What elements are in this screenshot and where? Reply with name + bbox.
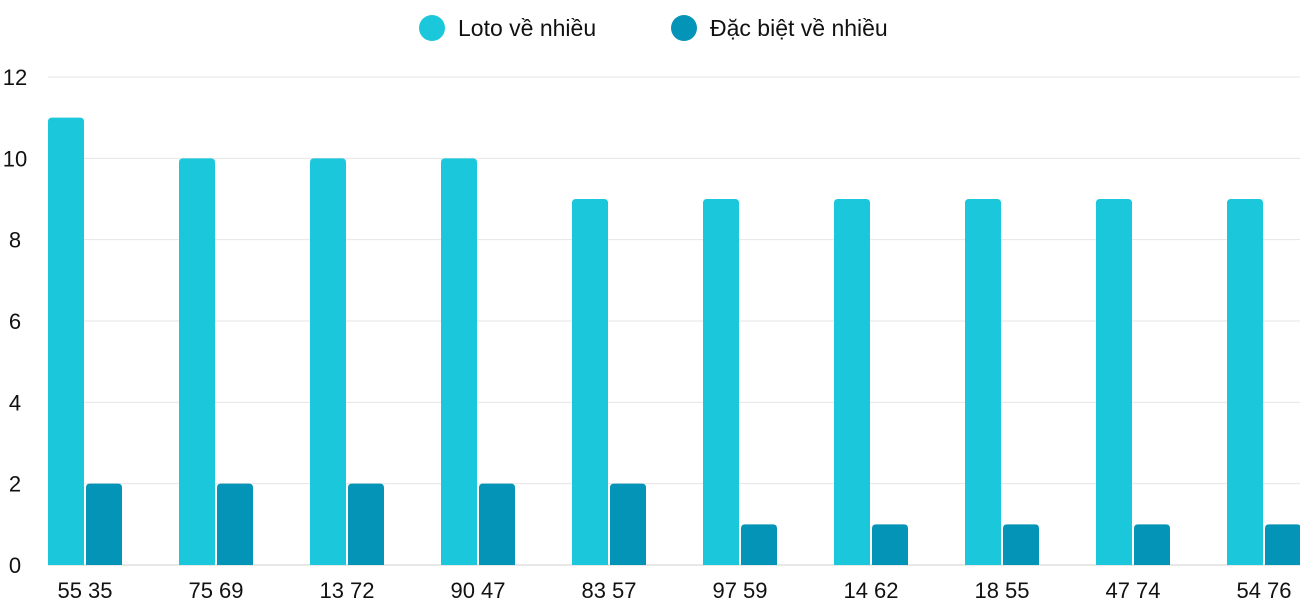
- y-tick-label: 2: [9, 472, 21, 497]
- bar-dac-biet[interactable]: [610, 483, 646, 565]
- bar-dac-biet[interactable]: [1003, 524, 1039, 565]
- y-tick-label: 0: [9, 553, 21, 578]
- bar-dac-biet[interactable]: [348, 483, 384, 565]
- bar-loto[interactable]: [1227, 199, 1263, 565]
- x-tick-label: 14 62: [843, 578, 898, 600]
- legend-marker-dac-biet: [671, 15, 697, 41]
- bar-dac-biet[interactable]: [86, 483, 122, 565]
- bar-dac-biet[interactable]: [479, 483, 515, 565]
- legend-label-dac-biet[interactable]: Đặc biệt về nhiều: [710, 15, 888, 41]
- bar-loto[interactable]: [703, 199, 739, 565]
- bar-loto[interactable]: [834, 199, 870, 565]
- bar-loto[interactable]: [1096, 199, 1132, 565]
- x-tick-label: 83 57: [581, 578, 636, 600]
- bar-loto[interactable]: [179, 158, 215, 566]
- y-tick-label: 12: [3, 65, 27, 90]
- x-tick-label: 75 69: [188, 578, 243, 600]
- x-tick-label: 13 72: [319, 578, 374, 600]
- bar-loto[interactable]: [310, 158, 346, 566]
- bar-dac-biet[interactable]: [741, 524, 777, 565]
- x-tick-label: 55 35: [57, 578, 112, 600]
- bar-dac-biet[interactable]: [1265, 524, 1300, 565]
- bars: [48, 117, 1300, 566]
- x-tick-label: 90 47: [450, 578, 505, 600]
- legend-marker-loto: [419, 15, 445, 41]
- x-tick-label: 54 76: [1236, 578, 1291, 600]
- y-tick-label: 10: [3, 146, 27, 171]
- bar-loto[interactable]: [48, 117, 84, 566]
- legend-label-loto[interactable]: Loto về nhiều: [458, 15, 596, 41]
- x-tick-label: 97 59: [712, 578, 767, 600]
- y-axis-ticks: 0 2 4 6 8 10 12: [3, 65, 27, 578]
- bar-loto[interactable]: [572, 199, 608, 565]
- y-tick-label: 6: [9, 309, 21, 334]
- x-tick-label: 47 74: [1105, 578, 1160, 600]
- bar-loto[interactable]: [965, 199, 1001, 565]
- bar-dac-biet[interactable]: [1134, 524, 1170, 565]
- legend: Loto về nhiều Đặc biệt về nhiều: [419, 15, 888, 41]
- x-axis-ticks: 55 35 75 69 13 72 90 47 83 57 97 59 14 62 18 55…: [57, 578, 1291, 603]
- bar-loto[interactable]: [441, 158, 477, 566]
- bar-dac-biet[interactable]: [217, 483, 253, 565]
- y-tick-label: 8: [9, 228, 21, 253]
- x-tick-label: 18 55: [974, 578, 1029, 600]
- bar-dac-biet[interactable]: [872, 524, 908, 565]
- gridlines: [48, 76, 1300, 566]
- y-tick-label: 4: [9, 390, 21, 415]
